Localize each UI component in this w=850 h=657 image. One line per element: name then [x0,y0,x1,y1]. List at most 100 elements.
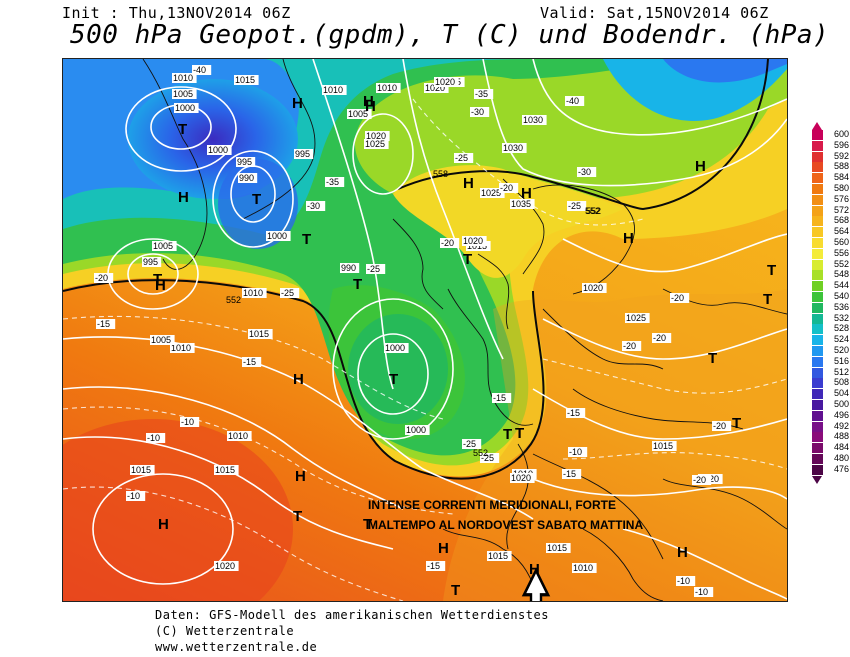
pressure-label-bg [510,199,535,209]
temperature-label: -15 [567,408,580,418]
legend-swatch [812,432,823,443]
temperature-label: -20 [671,293,684,303]
annotation-line-1: INTENSE CORRENTI MERIDIONALI, FORTE [368,498,616,512]
annotation-line-2: MALTEMPO AL NORDOVEST SABATO MATTINA [368,518,643,532]
temperature-label-bg [440,238,460,248]
pressure-label-bg [480,188,505,198]
temperature-label: -30 [578,167,591,177]
high-pressure-marker: H [438,540,449,557]
low-pressure-marker: T [363,516,372,533]
temperature-label-bg [577,167,597,177]
legend-swatch [812,324,823,335]
legend-entry: 532 [812,313,850,324]
legend-swatch [812,410,823,421]
temperature-label: -25 [367,264,380,274]
legend-entry: 564 [812,226,850,238]
temperature-label: -25 [568,201,581,211]
pressure-label-bg [340,263,360,273]
legend-entry: 596 [812,140,850,151]
low-pressure-marker: T [515,425,524,442]
footer-copyright: (C) Wetterzentrale [155,624,295,638]
legend-label: 520 [834,345,850,355]
legend-entry: 600 [812,129,850,140]
low-pressure-marker: T [451,582,460,599]
temperature-label-bg [480,453,500,463]
low-pressure-marker: T [708,350,717,367]
legend-entry: 488 [812,431,850,443]
pressure-label-bg [172,73,197,83]
legend-entry: 544 [812,280,850,292]
legend-label: 568 [834,215,850,226]
legend-label: 544 [834,280,850,291]
temperature-label: -25 [463,439,476,449]
legend-entry: 576 [812,194,850,205]
pressure-label-bg [152,241,177,251]
legend-arrow-bottom [812,475,822,484]
legend-entry: 556 [812,248,850,259]
legend-swatch [812,335,823,346]
legend-swatch [812,464,823,475]
legend-swatch [812,292,823,302]
legend-entry: 492 [812,420,850,432]
temperature-label: -20 [623,341,636,351]
legend-swatch [812,205,823,216]
legend-swatch [812,454,823,464]
init-time: Init : Thu,13NOV2014 06Z [62,4,291,22]
legend-swatch [812,184,823,194]
legend-label: 564 [834,226,850,237]
temperature-label-bg [562,469,582,479]
temperature-label: -35 [475,89,488,99]
temperature-label: -20 [441,238,454,248]
pressure-label-bg [522,115,547,125]
legend-swatch [812,302,823,313]
pressure-label-bg [214,561,239,571]
legend-entry: 508 [812,377,850,389]
legend-swatch [812,313,823,324]
high-pressure-marker: H [521,185,532,202]
temperature-label: -15 [243,357,256,367]
legend-label: 540 [834,291,850,301]
high-pressure-marker: H [178,189,189,206]
pressure-label-bg [322,85,347,95]
pressure-label: 1015 [653,441,673,451]
temperature-label: -25 [281,288,294,298]
pressure-label: 1015 [235,75,255,85]
pressure-label: 1010 [377,83,397,93]
temperature-label-bg [192,65,212,75]
temperature-label-bg [242,357,262,367]
legend-swatch [812,194,823,205]
temperature-label-bg [712,421,732,431]
temperature-label-bg [499,183,519,193]
high-pressure-marker: H [363,93,374,110]
legend-label: 512 [834,366,850,377]
pressure-label-bg [572,563,597,573]
legend-swatch [812,238,823,248]
pressure-label-bg [365,131,390,141]
footer-url[interactable]: www.wetterzentrale.de [155,640,318,654]
high-pressure-marker: H [529,561,540,578]
pressure-label-bg [347,109,372,119]
legend-label: 492 [834,420,850,431]
high-pressure-marker: H [463,175,474,192]
northeast-cold-core [663,59,787,83]
temperature-label-bg [146,433,166,443]
temperature-label-bg [306,201,326,211]
pressure-label: 1000 [208,145,228,155]
legend-label: 500 [834,399,850,409]
pressure-label: 1025 [626,313,646,323]
temperature-label: -30 [307,201,320,211]
low-pressure-marker: T [252,191,261,208]
temperature-label: -20 [653,333,666,343]
temperature-label: -40 [566,96,579,106]
pressure-label-bg [434,77,459,87]
pressure-label: 1020 [215,561,235,571]
pressure-label: 1010 [323,85,343,95]
temperature-label: -10 [569,447,582,457]
legend-swatch [812,378,823,389]
pressure-label-bg [266,231,291,241]
low-pressure-marker: T [732,415,741,432]
temperature-label-bg [180,417,200,427]
legend-entry: 568 [812,215,850,227]
temperature-label-bg [325,177,345,187]
